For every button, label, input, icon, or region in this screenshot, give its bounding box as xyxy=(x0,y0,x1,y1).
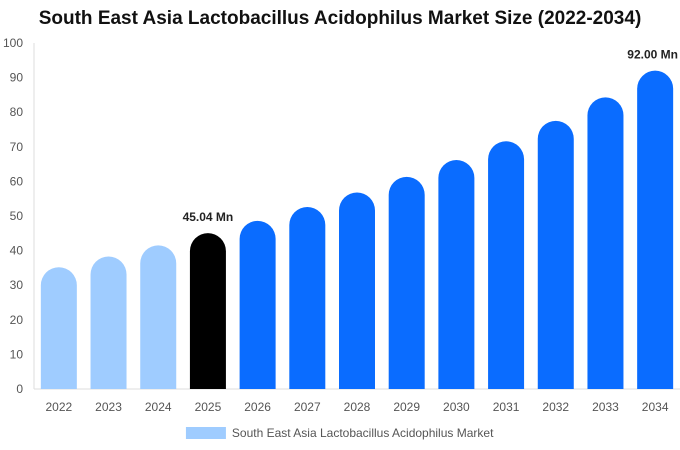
x-tick-label: 2029 xyxy=(393,400,420,414)
y-tick-label: 40 xyxy=(10,244,24,258)
y-tick-label: 10 xyxy=(10,347,24,361)
bar-2030 xyxy=(438,159,475,389)
x-tick-label: 2034 xyxy=(642,400,669,414)
bar-2031 xyxy=(488,141,525,389)
chart-title: South East Asia Lactobacillus Acidophilu… xyxy=(38,8,642,29)
bar-2032 xyxy=(537,120,574,389)
y-tick-label: 100 xyxy=(3,36,23,50)
legend-label: South East Asia Lactobacillus Acidophilu… xyxy=(232,426,494,440)
bar-2033 xyxy=(587,97,624,390)
bar-2029 xyxy=(388,176,425,389)
data-label-2034: 92.00 Mn xyxy=(627,48,678,62)
x-tick-label: 2024 xyxy=(145,400,172,414)
y-tick-label: 70 xyxy=(10,140,24,154)
x-tick-label: 2030 xyxy=(443,400,470,414)
bar-2034 xyxy=(637,70,674,390)
y-tick-label: 60 xyxy=(10,174,24,188)
x-tick-label: 2023 xyxy=(95,400,122,414)
x-tick-label: 2026 xyxy=(244,400,271,414)
y-tick-label: 80 xyxy=(10,105,24,119)
y-tick-label: 0 xyxy=(16,382,23,396)
bar-2026 xyxy=(239,220,276,389)
y-tick-label: 90 xyxy=(10,71,24,85)
bar-2027 xyxy=(289,207,326,389)
y-tick-label: 20 xyxy=(10,313,24,327)
y-tick-label: 50 xyxy=(10,209,24,223)
data-label-2025: 45.04 Mn xyxy=(183,210,234,224)
y-tick-label: 30 xyxy=(10,278,24,292)
legend-swatch xyxy=(185,427,226,439)
bar-2022 xyxy=(40,267,77,389)
x-tick-label: 2031 xyxy=(493,400,520,414)
x-tick-label: 2033 xyxy=(592,400,619,414)
x-tick-label: 2032 xyxy=(542,400,569,414)
x-tick-label: 2022 xyxy=(45,400,72,414)
bar-2023 xyxy=(90,256,127,389)
x-tick-label: 2025 xyxy=(195,400,222,414)
x-tick-label: 2027 xyxy=(294,400,321,414)
bar-2028 xyxy=(339,192,375,389)
bar-2024 xyxy=(140,245,177,389)
x-tick-label: 2028 xyxy=(344,400,371,414)
bar-2025 xyxy=(189,233,226,389)
